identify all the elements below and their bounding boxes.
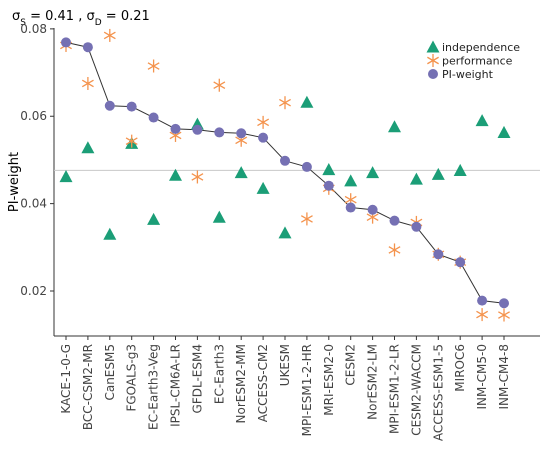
x-tick-label: BCC-CSM2-MR	[81, 344, 95, 430]
performance-point	[125, 134, 138, 148]
y-tick-label: 0.08	[20, 22, 47, 36]
legend-label: PI-weight	[442, 68, 494, 81]
y-axis-label: PI-weight	[7, 152, 22, 212]
independence-point	[388, 120, 401, 133]
PI-weight-point	[82, 42, 93, 53]
y-tick-label: 0.04	[20, 197, 47, 211]
data-marks	[59, 28, 511, 322]
legend-label: independence	[442, 41, 520, 54]
legend-marker-PI-weight	[428, 69, 438, 79]
PI-weight-point	[477, 295, 488, 306]
legend-item: independence	[426, 40, 520, 54]
PI-weight-point	[280, 155, 290, 166]
independence-point	[475, 114, 489, 127]
performance-point	[147, 59, 160, 73]
PI-weight-point	[126, 101, 137, 112]
sigma-d-label: σD = 0.21	[86, 9, 149, 28]
performance-point	[476, 308, 489, 322]
x-tick-label: NorESM2-MM	[234, 344, 248, 423]
PI-weight-point	[192, 124, 203, 135]
independence-point	[103, 227, 117, 240]
independence-point	[497, 125, 511, 138]
independence-point	[322, 163, 336, 176]
performance-point	[213, 78, 226, 92]
x-tick-label: ACCESS-CM2	[256, 344, 270, 422]
independence-point	[59, 170, 73, 183]
performance-point	[103, 28, 116, 42]
performance-point	[300, 212, 313, 226]
independence-point	[366, 166, 380, 179]
independence-point	[453, 163, 467, 176]
x-tick-label: MRI-ESM2-0	[322, 344, 336, 416]
PI-weight-point	[345, 202, 356, 213]
x-tick-label: UKESM	[278, 344, 292, 386]
independence-point	[212, 210, 226, 223]
PI-weight-point	[455, 257, 466, 268]
performance-point	[257, 115, 270, 129]
independence-point	[147, 212, 161, 225]
PI-weight-point	[236, 128, 247, 139]
PI-weight-point	[148, 112, 159, 123]
x-tick-label: INM-CM4-8	[497, 344, 511, 410]
independence-point	[409, 172, 423, 185]
independence-point	[278, 226, 292, 239]
series-independence	[59, 95, 511, 240]
PI-weight-point	[499, 298, 509, 309]
title-separator: ,	[74, 9, 86, 24]
x-tick-label: NorESM2-LM	[366, 344, 380, 420]
series-PI-weight	[61, 37, 509, 309]
PI-weight-point	[170, 123, 181, 134]
x-tick-label: MIROC6	[453, 344, 467, 392]
independence-point	[234, 166, 248, 179]
x-tick-label: FGOALS-g3	[125, 344, 139, 412]
PI-weight-point	[389, 215, 400, 226]
PI-weight-point	[214, 127, 225, 138]
performance-point	[191, 170, 204, 184]
PI-weight-point	[301, 161, 312, 172]
sigma-s-label: σS = 0.41	[12, 9, 74, 28]
x-tick-label: EC-Earth3	[212, 344, 226, 404]
x-tick-label: CESM2-WACCM	[409, 344, 423, 436]
independence-point	[81, 141, 95, 154]
independence-point	[300, 95, 314, 108]
legend-label: performance	[442, 55, 513, 68]
PI-weight-point	[258, 132, 269, 143]
x-tick-label: INM-CM5-0	[475, 344, 489, 410]
performance-point	[498, 308, 510, 322]
x-tick-label: MPI-ESM1-2-HR	[300, 344, 314, 436]
axes: 0.02 0.04 0.06 0.08 PI-weight KACE-1-0-G BCC-C…	[7, 22, 540, 441]
legend-item: performance	[427, 54, 513, 68]
independence-point	[431, 167, 445, 180]
x-tick-label: KACE-1-0-G	[59, 344, 73, 414]
independence-point	[344, 174, 358, 187]
legend-item: PI-weight	[428, 68, 494, 81]
x-tick-label: GFDL-ESM4	[190, 344, 204, 413]
PI-weight-point	[433, 249, 444, 260]
independence-point	[169, 168, 182, 181]
y-tick-label: 0.06	[20, 109, 47, 123]
x-tick-label: CESM2	[344, 344, 358, 386]
PI-weight-point	[61, 37, 71, 48]
x-tick-label: MPI-ESM1-2-LR	[388, 344, 402, 434]
PI-weight-point	[411, 221, 422, 232]
performance-point	[388, 243, 401, 257]
chart-title: σS = 0.41 , σD = 0.21	[12, 9, 150, 28]
performance-point	[279, 96, 291, 110]
x-tick-label: EC-Earth3-Veg	[147, 344, 161, 430]
performance-point	[81, 76, 94, 90]
PI-weight-point	[367, 204, 378, 215]
independence-point	[256, 181, 270, 194]
x-tick-label: IPSL-CM6A-LR	[169, 344, 183, 427]
x-tick-label: CanESM5	[103, 344, 117, 401]
legend-marker-independence	[426, 40, 440, 53]
PI-weight-point	[323, 180, 334, 191]
legend-marker-performance	[427, 54, 439, 67]
x-tick-label: ACCESS-ESM1-5	[431, 344, 445, 441]
PI-weight-point	[104, 100, 115, 111]
y-tick-label: 0.02	[20, 284, 47, 298]
